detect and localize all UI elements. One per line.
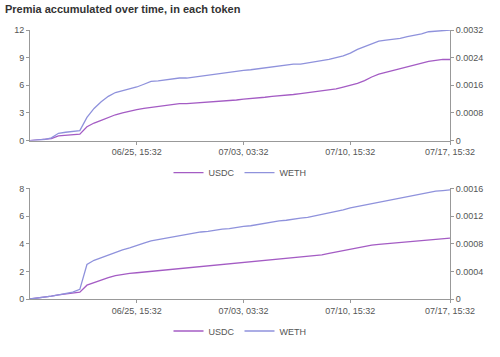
svg-text:06/25, 15:32: 06/25, 15:32 xyxy=(112,306,162,316)
svg-text:3: 3 xyxy=(19,108,24,118)
svg-text:0.0016: 0.0016 xyxy=(456,80,484,90)
svg-text:6: 6 xyxy=(19,211,24,221)
svg-text:07/17, 15:32: 07/17, 15:32 xyxy=(425,306,475,316)
svg-text:6: 6 xyxy=(19,80,24,90)
svg-text:07/10, 15:32: 07/10, 15:32 xyxy=(325,147,375,157)
svg-text:USDC: USDC xyxy=(209,168,235,178)
svg-text:Premia accumulated over time,: Premia accumulated over time, in each to… xyxy=(5,3,241,15)
svg-text:07/10, 15:32: 07/10, 15:32 xyxy=(325,306,375,316)
svg-text:4: 4 xyxy=(19,239,24,249)
svg-text:0.0008: 0.0008 xyxy=(456,108,484,118)
svg-text:0: 0 xyxy=(19,136,24,146)
svg-text:USDC: USDC xyxy=(209,326,235,336)
svg-text:0.0016: 0.0016 xyxy=(456,184,484,194)
svg-text:0: 0 xyxy=(456,294,461,304)
svg-text:12: 12 xyxy=(14,25,24,35)
svg-text:2: 2 xyxy=(19,267,24,277)
svg-text:WETH: WETH xyxy=(280,168,307,178)
svg-text:07/03, 03:32: 07/03, 03:32 xyxy=(219,306,269,316)
svg-text:0.0008: 0.0008 xyxy=(456,239,484,249)
svg-text:8: 8 xyxy=(19,184,24,194)
svg-text:0: 0 xyxy=(456,136,461,146)
svg-text:0.0012: 0.0012 xyxy=(456,211,484,221)
svg-text:0.0032: 0.0032 xyxy=(456,25,484,35)
svg-text:WETH: WETH xyxy=(280,326,307,336)
svg-text:0.0004: 0.0004 xyxy=(456,267,484,277)
svg-text:0.0024: 0.0024 xyxy=(456,53,484,63)
svg-text:9: 9 xyxy=(19,53,24,63)
svg-text:07/17, 15:32: 07/17, 15:32 xyxy=(425,147,475,157)
svg-text:06/25, 15:32: 06/25, 15:32 xyxy=(112,147,162,157)
svg-text:0: 0 xyxy=(19,294,24,304)
svg-text:07/03, 03:32: 07/03, 03:32 xyxy=(219,147,269,157)
